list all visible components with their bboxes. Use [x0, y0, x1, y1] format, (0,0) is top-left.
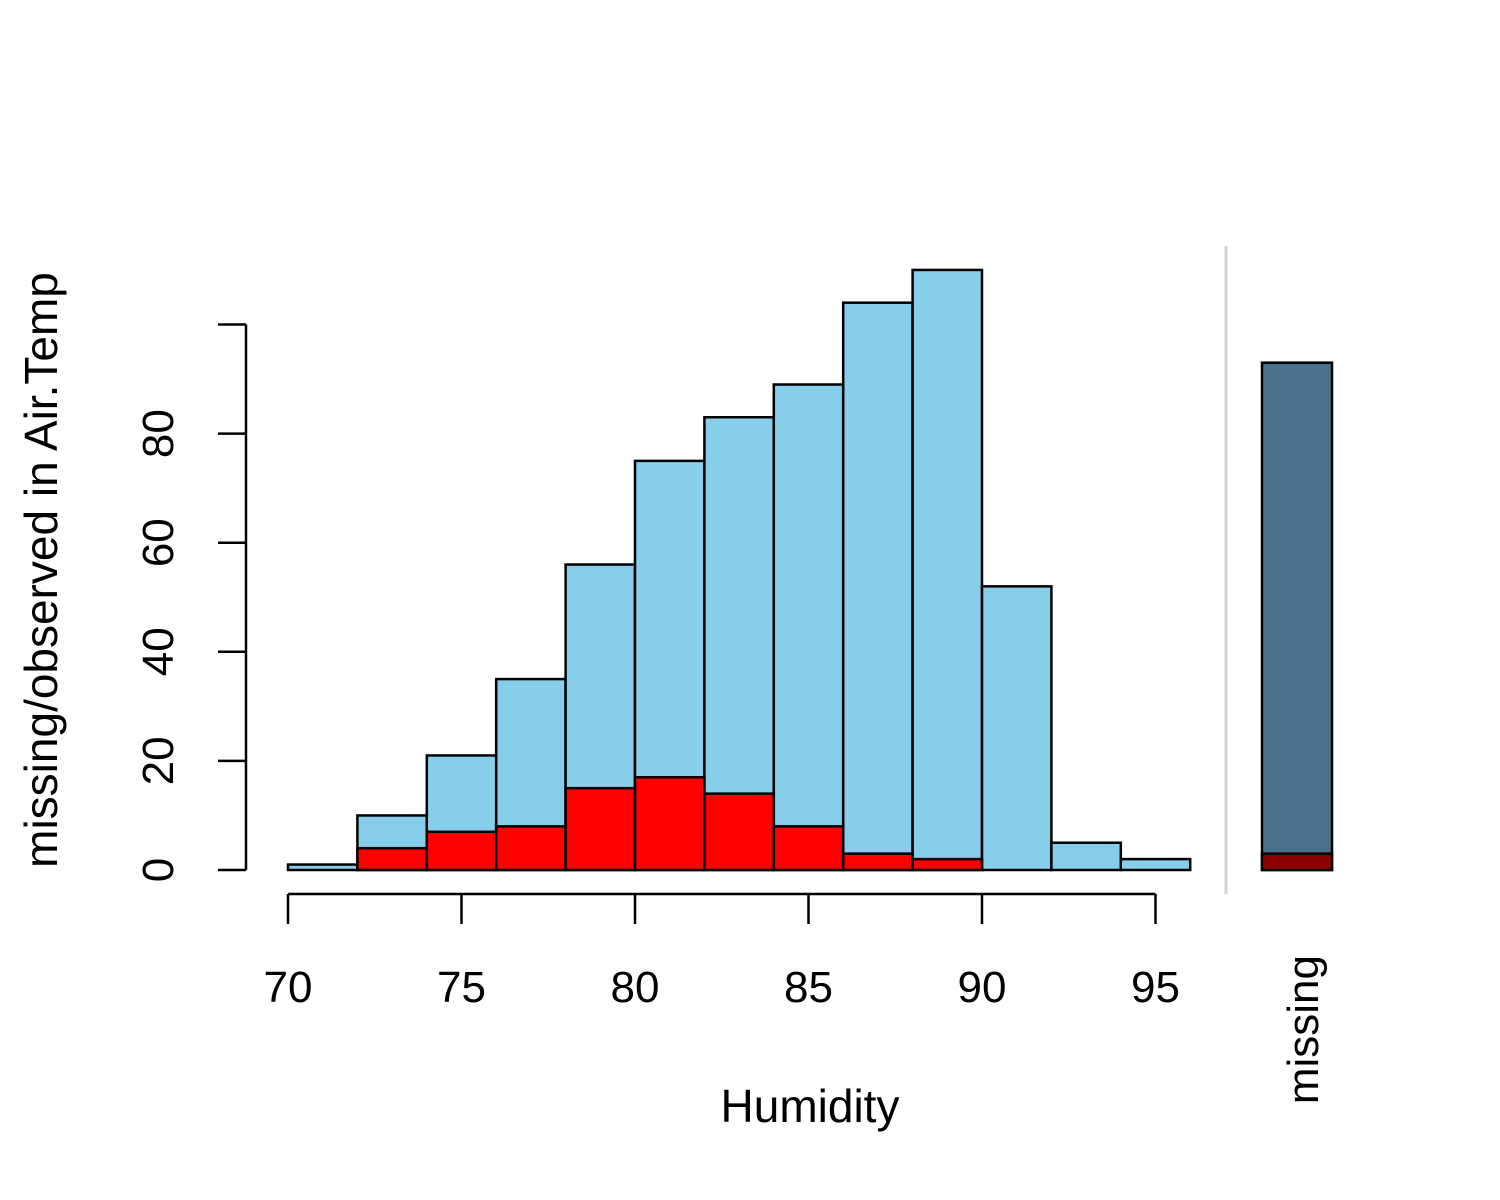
y-axis-title: missing/observed in Air.Temp — [15, 272, 67, 868]
missing-panel-observed-bar — [1260, 361, 1334, 872]
missing-bar-84 — [772, 825, 845, 872]
missing-bar-72 — [356, 846, 429, 872]
missing-panel-label: missing — [1279, 955, 1328, 1104]
observed-bar-90 — [980, 585, 1053, 872]
missing-bar-88 — [911, 857, 984, 872]
x-tick-label-80: 80 — [611, 963, 660, 1012]
x-axis: 70 75 80 85 90 95 — [264, 892, 1180, 1012]
observed-bar-86 — [841, 301, 914, 872]
y-tick-label-60: 60 — [134, 518, 183, 567]
missing-panel — [1260, 361, 1334, 872]
observed-bar-84 — [772, 383, 845, 872]
missing-bar-78 — [564, 786, 637, 872]
y-tick-label-20: 20 — [134, 736, 183, 785]
missing-bar-86 — [841, 852, 914, 872]
x-axis-title: Humidity — [721, 1080, 900, 1132]
histogram-bars — [286, 268, 1192, 872]
observed-bar-92 — [1050, 841, 1123, 872]
missing-bar-74 — [425, 830, 498, 872]
y-tick-label-80: 80 — [134, 409, 183, 458]
missing-bar-80 — [633, 776, 706, 872]
missing-panel-missing-bar — [1260, 852, 1334, 872]
x-tick-label-95: 95 — [1131, 963, 1180, 1012]
missing-bar-82 — [703, 792, 776, 872]
observed-bar-70 — [286, 863, 359, 872]
x-tick-label-85: 85 — [784, 963, 833, 1012]
x-tick-label-90: 90 — [958, 963, 1007, 1012]
observed-bar-94 — [1119, 857, 1192, 872]
missing-bar-76 — [494, 825, 567, 872]
observed-bar-88 — [911, 268, 984, 872]
y-axis: 0 20 40 60 80 — [134, 323, 248, 882]
x-tick-label-75: 75 — [437, 963, 486, 1012]
y-tick-label-40: 40 — [134, 627, 183, 676]
y-tick-label-0: 0 — [134, 858, 183, 882]
x-tick-label-70: 70 — [264, 963, 313, 1012]
